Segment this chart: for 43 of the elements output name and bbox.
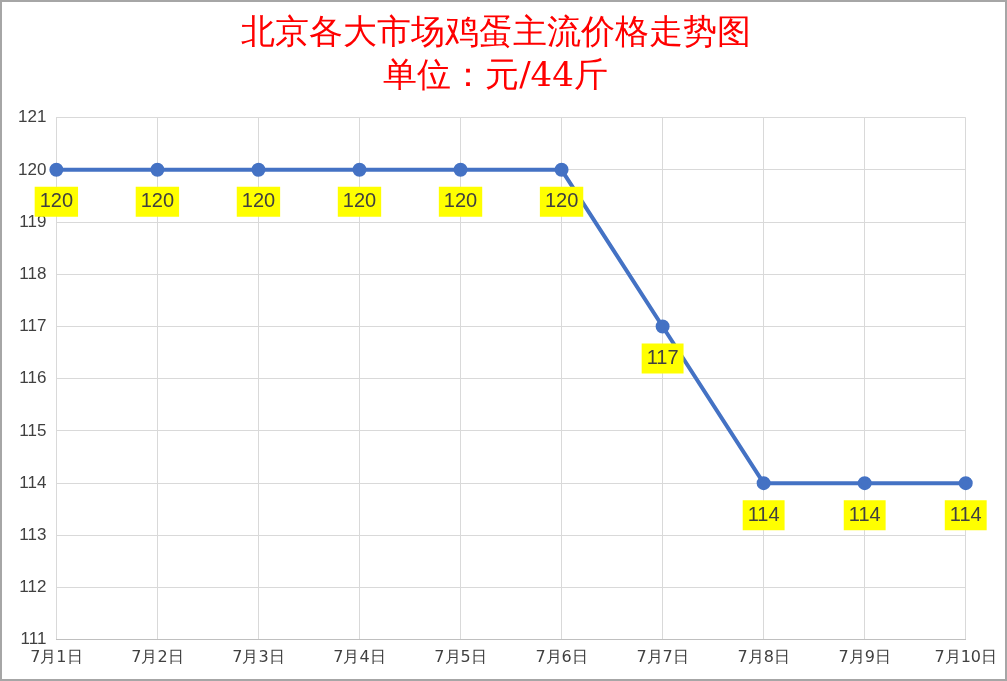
x-tick-label: 7月5日 <box>434 646 487 666</box>
x-tick-label: 7月1日 <box>30 646 83 666</box>
y-tick-label: 118 <box>19 263 47 283</box>
point <box>352 162 367 177</box>
data-label: 120 <box>342 189 377 212</box>
x-tick-label: 7月10日 <box>934 646 997 666</box>
point <box>756 476 771 491</box>
data-label: 120 <box>544 189 579 212</box>
y-tick-label: 113 <box>19 525 47 545</box>
data-label: 117 <box>646 346 679 368</box>
point <box>554 162 569 177</box>
y-tick-label: 112 <box>19 577 47 597</box>
x-tick-label: 7月2日 <box>131 646 184 666</box>
y-tick-label: 121 <box>17 107 47 127</box>
point <box>251 162 266 177</box>
data-label: 120 <box>443 189 478 212</box>
data-label: 114 <box>848 502 881 525</box>
data-label: 120 <box>39 189 74 212</box>
point <box>453 162 468 177</box>
x-tick-label: 7月6日 <box>535 646 588 666</box>
y-tick-label: 120 <box>17 159 47 179</box>
y-tick-label: 116 <box>19 368 47 388</box>
x-tick-label: 7月9日 <box>838 646 891 666</box>
point <box>958 476 973 491</box>
data-label: 114 <box>747 502 780 525</box>
y-tick-label: 117 <box>19 316 47 336</box>
data-label: 120 <box>140 189 175 212</box>
y-tick-label: 114 <box>19 472 47 492</box>
x-tick-label: 7月3日 <box>232 646 285 666</box>
x-tick-label: 7月7日 <box>636 646 689 666</box>
data-label: 120 <box>241 189 276 212</box>
x-tick-label: 7月4日 <box>333 646 386 666</box>
chart-title: 北京各大市场鸡蛋主流价格走势图 <box>240 11 751 52</box>
data-label: 114 <box>949 502 982 525</box>
point <box>49 162 64 177</box>
point <box>150 162 165 177</box>
y-tick-label: 115 <box>19 420 47 440</box>
y-tick-label: 111 <box>20 629 47 649</box>
point <box>655 319 670 334</box>
y-tick-label: 119 <box>19 211 47 231</box>
point <box>857 476 872 491</box>
chart-subtitle: 单位：元/44斤 <box>383 54 608 95</box>
x-tick-label: 7月8日 <box>737 646 790 666</box>
